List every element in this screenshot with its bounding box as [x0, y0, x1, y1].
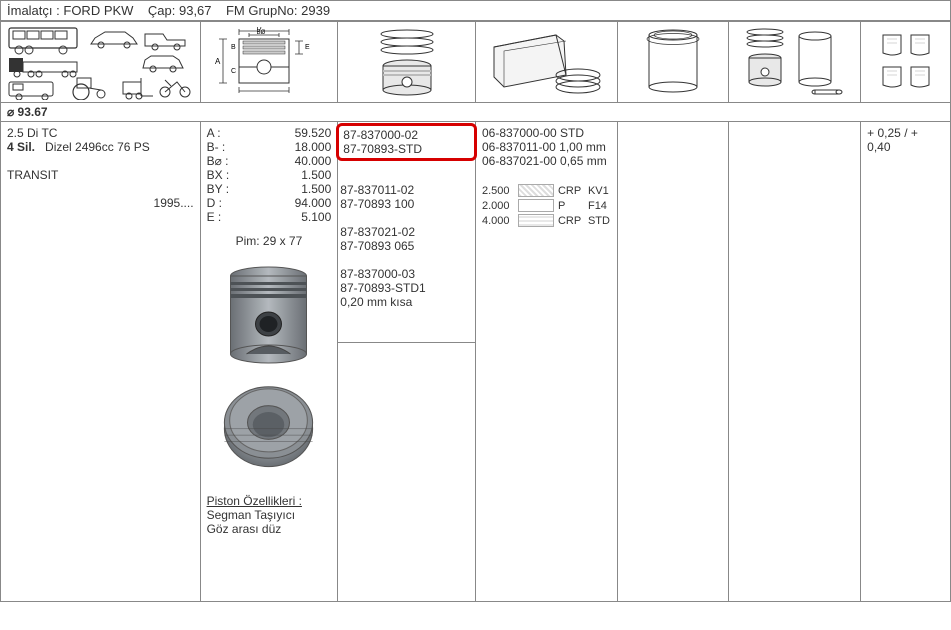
part-2a: 87-837021-02 — [340, 225, 473, 239]
svg-text:E: E — [305, 44, 310, 51]
ring-part-1: 06-837000-00 STD — [482, 126, 611, 140]
part-2b: 87-70893 065 — [340, 239, 473, 253]
svg-text:B: B — [231, 44, 236, 51]
piston-rings-icon — [338, 21, 476, 103]
dim-value: 94.000 — [237, 196, 332, 210]
ring-type: CRP — [558, 185, 588, 197]
header-bar: İmalatçı : FORD PKW Çap: 93,67 FM GrupNo… — [0, 0, 951, 21]
engine-line1: 2.5 Di TC — [7, 126, 194, 140]
ring-type: P — [558, 200, 588, 212]
dimension-row: BX :1.500 — [207, 168, 332, 182]
divider — [338, 342, 475, 343]
ring-pattern-icon — [518, 214, 554, 227]
ring-spec-column: 06-837000-00 STD 06-837011-00 1,00 mm 06… — [476, 122, 618, 601]
ring-code: KV1 — [588, 185, 609, 197]
hl-part-2: 87-70893-STD — [343, 142, 470, 156]
vehicles-icon — [1, 21, 201, 103]
dimension-row: A :59.520 — [207, 126, 332, 140]
category-icon-row: A D BØ B C E — [0, 21, 951, 103]
highlighted-parts: 87-837000-02 87-70893-STD — [336, 123, 477, 161]
dim-value: 40.000 — [237, 154, 332, 168]
dim-label: B⌀ : — [207, 154, 237, 168]
dimension-row: D :94.000 — [207, 196, 332, 210]
oversize-column: + 0,25 / + 0,40 — [861, 122, 950, 601]
ring-set-icon — [476, 21, 618, 103]
piston-side-image — [216, 262, 321, 372]
dim-value: 5.100 — [237, 210, 332, 224]
ring-code: F14 — [588, 200, 607, 212]
ring-pattern-icon — [518, 199, 554, 212]
part-1b: 87-70893 100 — [340, 197, 473, 211]
diameter-value: 93,67 — [179, 3, 212, 18]
svg-text:C: C — [231, 68, 236, 75]
manufacturer-value: FORD PKW — [63, 3, 133, 18]
cyl-bold: 4 Sil. — [7, 140, 35, 154]
diameter-text: ⌀ 93.67 — [7, 105, 48, 119]
ring-spec-row: 2.500 CRPKV1 — [482, 184, 611, 197]
dimensions-column: A :59.520B- :18.000B⌀ :40.000BX :1.500BY… — [201, 122, 339, 601]
dim-label: A : — [207, 126, 237, 140]
piston-features: Piston Özellikleri : Segman Taşıyıcı Göz… — [207, 494, 332, 536]
ring-pattern-icon — [518, 184, 554, 197]
hl-part-1: 87-837000-02 — [343, 128, 470, 142]
part-3c: 0,20 mm kısa — [340, 295, 473, 309]
ring-size: 2.500 — [482, 185, 518, 197]
dim-label: BX : — [207, 168, 237, 182]
dimension-row: B⌀ :40.000 — [207, 154, 332, 168]
dim-label: D : — [207, 196, 237, 210]
shell-icon — [861, 21, 950, 103]
dim-label: B- : — [207, 140, 237, 154]
oversize-value: + 0,25 / + 0,40 — [867, 126, 944, 154]
dim-value: 1.500 — [237, 182, 332, 196]
pin-spec: Pim: 29 x 77 — [207, 234, 332, 248]
year: 1995.... — [154, 196, 194, 210]
dimension-row: BY :1.500 — [207, 182, 332, 196]
piston-top-image — [216, 378, 321, 488]
model: TRANSIT — [7, 168, 194, 182]
piston-set-icon — [729, 21, 861, 103]
features-l2: Göz arası düz — [207, 522, 332, 536]
engine-cylinders: 4 Sil. Dizel 2496cc 76 PS — [7, 140, 194, 154]
features-l1: Segman Taşıyıcı — [207, 508, 332, 522]
piston-dimension-icon: A D BØ B C E — [201, 21, 339, 103]
ring-type: CRP — [558, 215, 588, 227]
ring-size: 2.000 — [482, 200, 518, 212]
dim-value: 59.520 — [237, 126, 332, 140]
ring-code: STD — [588, 215, 610, 227]
ring-spec-row: 4.000 CRPSTD — [482, 214, 611, 227]
diameter-label: Çap: — [148, 3, 175, 18]
group-value: 2939 — [301, 3, 330, 18]
dim-label: E : — [207, 210, 237, 224]
dimension-row: E :5.100 — [207, 210, 332, 224]
ring-spec-row: 2.000 PF14 — [482, 199, 611, 212]
liner-icon — [618, 21, 730, 103]
dim-label: BY : — [207, 182, 237, 196]
svg-text:A: A — [215, 57, 221, 66]
group-label: FM GrupNo: — [226, 3, 298, 18]
features-title: Piston Özellikleri : — [207, 494, 332, 508]
diameter-row: ⌀ 93.67 — [0, 103, 951, 122]
engine-column: 2.5 Di TC 4 Sil. Dizel 2496cc 76 PS TRAN… — [1, 122, 201, 601]
dim-value: 1.500 — [237, 168, 332, 182]
cyl-rest: Dizel 2496cc 76 PS — [45, 140, 150, 154]
set-column — [729, 122, 861, 601]
ring-part-2: 06-837011-00 1,00 mm — [482, 140, 611, 154]
part-3a: 87-837000-03 — [340, 267, 473, 281]
ring-part-3: 06-837021-00 0,65 mm — [482, 154, 611, 168]
part-3b: 87-70893-STD1 — [340, 281, 473, 295]
ring-size: 4.000 — [482, 215, 518, 227]
data-row: 2.5 Di TC 4 Sil. Dizel 2496cc 76 PS TRAN… — [0, 122, 951, 602]
manufacturer-label: İmalatçı : — [7, 3, 60, 18]
part-1a: 87-837011-02 — [340, 183, 473, 197]
svg-text:BØ: BØ — [257, 30, 266, 36]
dimension-row: B- :18.000 — [207, 140, 332, 154]
liner-column — [618, 122, 730, 601]
dim-value: 18.000 — [237, 140, 332, 154]
piston-parts-column: 87-837000-02 87-70893-STD 87-837011-02 8… — [338, 122, 476, 601]
